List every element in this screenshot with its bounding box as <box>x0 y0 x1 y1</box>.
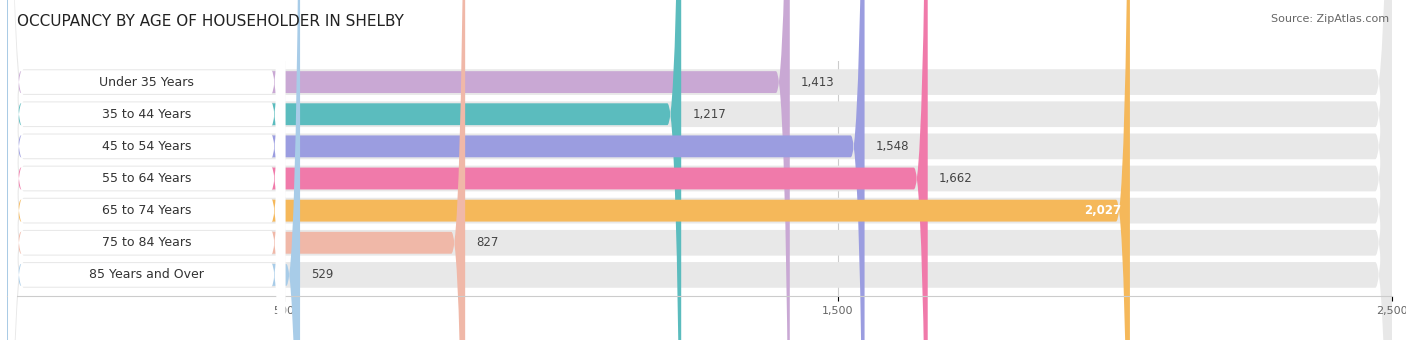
FancyBboxPatch shape <box>8 0 285 340</box>
Text: OCCUPANCY BY AGE OF HOUSEHOLDER IN SHELBY: OCCUPANCY BY AGE OF HOUSEHOLDER IN SHELB… <box>17 14 404 29</box>
Text: 45 to 54 Years: 45 to 54 Years <box>103 140 191 153</box>
FancyBboxPatch shape <box>7 0 1392 340</box>
Text: 75 to 84 Years: 75 to 84 Years <box>101 236 191 249</box>
FancyBboxPatch shape <box>8 0 285 340</box>
Text: 1,548: 1,548 <box>876 140 910 153</box>
FancyBboxPatch shape <box>7 0 1130 340</box>
Text: 35 to 44 Years: 35 to 44 Years <box>103 108 191 121</box>
FancyBboxPatch shape <box>7 0 1392 340</box>
Text: Source: ZipAtlas.com: Source: ZipAtlas.com <box>1271 14 1389 23</box>
Text: 65 to 74 Years: 65 to 74 Years <box>103 204 191 217</box>
FancyBboxPatch shape <box>8 0 285 340</box>
FancyBboxPatch shape <box>8 0 285 340</box>
Text: 1,217: 1,217 <box>692 108 725 121</box>
FancyBboxPatch shape <box>7 0 1392 340</box>
FancyBboxPatch shape <box>7 0 1392 340</box>
FancyBboxPatch shape <box>7 0 681 340</box>
FancyBboxPatch shape <box>8 0 285 340</box>
Text: Under 35 Years: Under 35 Years <box>100 75 194 89</box>
FancyBboxPatch shape <box>7 0 299 340</box>
FancyBboxPatch shape <box>7 0 790 340</box>
FancyBboxPatch shape <box>7 0 1392 340</box>
Text: 529: 529 <box>311 268 333 282</box>
FancyBboxPatch shape <box>8 0 285 340</box>
Text: 1,413: 1,413 <box>801 75 835 89</box>
Text: 55 to 64 Years: 55 to 64 Years <box>103 172 191 185</box>
FancyBboxPatch shape <box>7 0 1392 340</box>
Text: 85 Years and Over: 85 Years and Over <box>89 268 204 282</box>
Text: 2,027: 2,027 <box>1084 204 1122 217</box>
FancyBboxPatch shape <box>8 0 285 340</box>
FancyBboxPatch shape <box>7 0 928 340</box>
FancyBboxPatch shape <box>7 0 865 340</box>
Text: 827: 827 <box>477 236 499 249</box>
Text: 1,662: 1,662 <box>939 172 973 185</box>
FancyBboxPatch shape <box>7 0 465 340</box>
FancyBboxPatch shape <box>7 0 1392 340</box>
